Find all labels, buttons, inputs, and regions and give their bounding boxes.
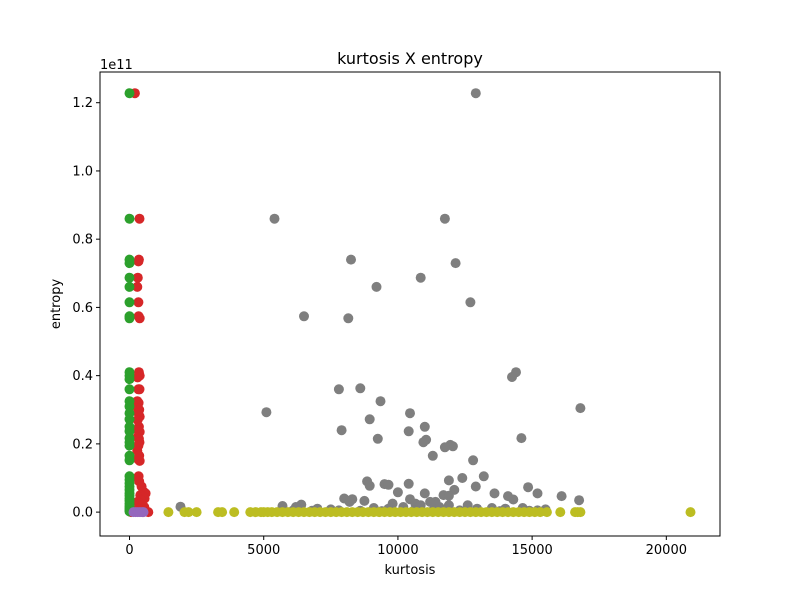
data-point [419,421,430,432]
data-point [133,256,144,267]
data-point [191,507,202,518]
data-point [124,213,135,224]
data-point [457,473,468,483]
data-point [507,372,517,382]
data-point [134,213,145,224]
data-point [405,408,415,419]
x-axis: 0 5000 10000 15000 20000 [125,536,687,558]
data-point [133,297,144,308]
y-tick-label: 1.0 [72,164,93,179]
data-point [465,297,476,308]
data-point [439,442,450,453]
y-axis-label: entropy [49,279,64,330]
data-point [447,441,458,452]
data-point [217,507,228,518]
y-tick-label: 0.2 [72,437,93,452]
data-point [541,507,552,518]
x-tick-label: 15000 [511,543,552,558]
data-point [575,403,586,414]
data-point [508,494,519,505]
data-point [229,507,240,518]
data-point [419,488,430,499]
data-point [261,407,272,418]
chart-title: kurtosis X entropy [337,49,483,68]
data-point [470,481,481,492]
data-point [372,433,383,444]
data-point [364,414,375,425]
data-point [383,479,394,490]
data-point [124,281,135,292]
data-point [516,433,527,444]
data-point [364,480,375,491]
data-point [375,396,386,407]
data-point [269,213,280,224]
data-point [371,281,382,292]
data-point [132,281,143,292]
data-point [355,383,366,394]
data-point [124,384,135,395]
data-point [425,496,436,507]
y-tick-label: 0.8 [72,233,93,248]
y-tick-label: 0.4 [72,369,93,384]
data-point [685,507,696,518]
data-point [344,496,355,507]
data-point [124,88,135,99]
data-point [183,507,194,518]
data-point [336,425,347,436]
data-point [138,507,149,518]
data-point [134,455,145,466]
data-point [134,384,145,395]
x-tick-label: 20000 [646,543,687,558]
data-point [124,258,135,269]
y-offset-label: 1e11 [100,58,133,73]
data-point [575,507,586,518]
data-point [124,374,135,385]
data-point [523,482,534,493]
data-point [443,475,454,486]
data-point [124,297,135,308]
data-point [470,88,481,99]
data-point [403,426,414,437]
data-point [532,488,543,499]
data-point [132,372,143,383]
data-point [343,313,354,324]
data-point [359,495,370,506]
data-point [163,507,174,518]
data-point [427,450,438,461]
data-point [124,455,135,466]
data-point [489,488,500,499]
data-point [124,313,135,324]
x-tick-label: 0 [125,543,133,558]
data-point [556,491,567,502]
data-point [439,213,450,224]
data-point [333,384,344,395]
data-point [403,478,414,489]
data-point [418,437,429,448]
y-tick-label: 1.2 [72,96,93,111]
x-tick-label: 5000 [247,543,280,558]
data-point [346,254,356,265]
data-point [134,313,145,324]
data-point [132,272,143,283]
data-point [124,414,135,425]
plot-frame [99,71,721,537]
data-point [124,272,135,283]
data-point [443,490,454,501]
y-tick-label: 0.0 [72,506,93,521]
y-axis: 0.0 0.2 0.4 0.6 0.8 1.0 1.2 [72,96,100,521]
data-point [450,258,461,269]
data-point [392,487,403,498]
data-point [555,507,566,518]
data-point [478,471,489,482]
y-tick-label: 0.6 [72,301,93,316]
points-layer [124,88,696,518]
data-point [124,440,135,451]
data-point [468,455,479,466]
x-axis-label: kurtosis [385,563,436,578]
data-point [299,311,309,322]
data-point [415,272,426,283]
data-point [574,495,585,506]
x-tick-label: 10000 [377,543,418,558]
